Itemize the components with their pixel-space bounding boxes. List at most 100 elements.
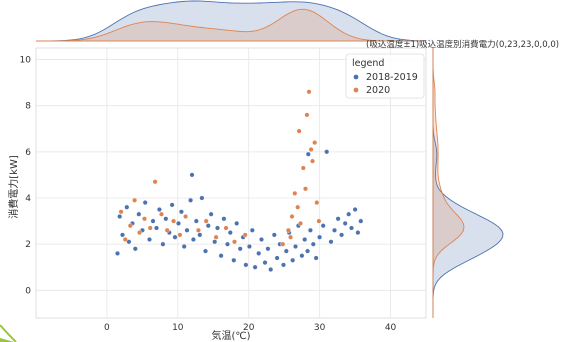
data-point-2020	[141, 216, 147, 222]
data-point-2018-2019	[313, 255, 319, 261]
data-point-2018-2019	[190, 236, 196, 242]
data-point-2020	[304, 112, 310, 118]
data-point-2018-2019	[163, 216, 169, 222]
data-point-2018-2019	[281, 262, 287, 268]
slide-accent-line	[0, 324, 17, 342]
data-point-2018-2019	[293, 243, 299, 249]
data-point-2020	[164, 227, 170, 233]
data-point-2018-2019	[305, 151, 311, 157]
data-point-2018-2019	[175, 220, 181, 226]
data-point-2020	[308, 146, 314, 152]
data-point-2018-2019	[262, 260, 268, 266]
data-point-2018-2019	[221, 216, 227, 222]
data-point-2018-2019	[146, 236, 152, 242]
axis-ticks: 0 10 20 30 40 0 2 4 6 8 10	[20, 56, 397, 333]
data-point-2020	[316, 218, 322, 224]
data-point-2018-2019	[299, 253, 305, 259]
data-point-2020	[183, 213, 189, 219]
data-point-2018-2019	[234, 220, 240, 226]
data-point-2018-2019	[346, 211, 352, 217]
data-point-2018-2019	[142, 200, 148, 206]
data-point-2018-2019	[305, 248, 311, 254]
data-point-2020	[280, 241, 286, 247]
data-point-2018-2019	[358, 218, 364, 224]
data-point-2018-2019	[119, 232, 125, 238]
data-point-2020	[177, 232, 183, 238]
data-point-2020	[242, 232, 248, 238]
right-marginal-kde	[432, 48, 504, 318]
data-point-2020	[127, 223, 133, 229]
data-point-2018-2019	[169, 202, 175, 208]
data-point-2020	[231, 239, 237, 245]
data-point-2020	[285, 227, 291, 233]
data-point-2020	[213, 234, 219, 240]
slide-accent-shape	[0, 338, 14, 342]
legend-marker-2018-2019	[353, 74, 359, 80]
data-point-2018-2019	[218, 253, 224, 259]
right-kde-2018-2019	[432, 48, 504, 318]
legend-label-2020: 2020	[366, 85, 390, 96]
data-point-2020	[152, 179, 158, 185]
data-point-2020	[289, 213, 295, 219]
x-tick-label: 10	[172, 323, 184, 333]
data-point-2018-2019	[352, 206, 358, 212]
data-point-2018-2019	[274, 255, 280, 261]
data-point-2018-2019	[252, 264, 258, 270]
data-point-2018-2019	[184, 227, 190, 233]
data-point-2020	[147, 225, 153, 231]
data-point-2018-2019	[126, 239, 132, 245]
top-marginal-kde	[36, 0, 427, 42]
legend-marker-2020	[353, 87, 359, 93]
x-tick-label: 30	[314, 323, 326, 333]
x-axis-label: 気温(℃)	[211, 329, 250, 342]
data-point-2018-2019	[124, 204, 130, 210]
data-point-2018-2019	[212, 239, 218, 245]
data-point-2018-2019	[307, 227, 313, 233]
data-point-2020	[298, 220, 304, 226]
legend: legend 2018-2019 2020	[345, 53, 425, 99]
data-point-2018-2019	[188, 197, 194, 203]
data-point-2018-2019	[328, 239, 334, 245]
y-tick-label: 4	[25, 194, 31, 204]
data-point-2018-2019	[181, 243, 187, 249]
data-point-2020	[158, 211, 164, 217]
data-point-2018-2019	[193, 218, 199, 224]
right-kde-2020	[432, 48, 465, 318]
data-point-2018-2019	[355, 230, 361, 236]
legend-label-2018-2019: 2018-2019	[366, 72, 418, 83]
data-point-2020	[288, 234, 294, 240]
data-point-2020	[122, 236, 128, 242]
data-point-2020	[303, 186, 309, 192]
x-tick-label: 0	[104, 323, 110, 333]
data-point-2018-2019	[231, 257, 237, 263]
data-point-2018-2019	[349, 225, 355, 231]
data-point-2020	[314, 200, 320, 206]
data-point-2018-2019	[202, 248, 208, 254]
data-point-2018-2019	[335, 216, 341, 222]
data-point-2020	[312, 140, 318, 146]
data-point-2018-2019	[342, 220, 348, 226]
data-point-2018-2019	[332, 227, 338, 233]
data-point-2018-2019	[150, 218, 156, 224]
data-point-2018-2019	[265, 246, 271, 252]
data-point-2020	[132, 197, 138, 203]
data-point-2018-2019	[320, 223, 326, 229]
y-axis-label: 消費電力[kW]	[7, 155, 20, 219]
data-point-2018-2019	[224, 241, 230, 247]
data-point-2018-2019	[205, 223, 211, 229]
data-point-2018-2019	[237, 246, 243, 252]
data-point-2018-2019	[178, 209, 184, 215]
data-point-2020	[118, 209, 124, 215]
data-point-2018-2019	[246, 243, 252, 249]
data-point-2018-2019	[172, 234, 178, 240]
data-point-2020	[171, 218, 177, 224]
x-tick-label: 20	[243, 323, 255, 333]
data-point-2020	[300, 165, 306, 171]
data-point-2020	[310, 158, 316, 164]
top-kde-2018-2019	[36, 0, 427, 42]
data-point-2018-2019	[283, 248, 289, 254]
data-point-2018-2019	[153, 225, 159, 231]
y-tick-label: 10	[20, 56, 32, 66]
